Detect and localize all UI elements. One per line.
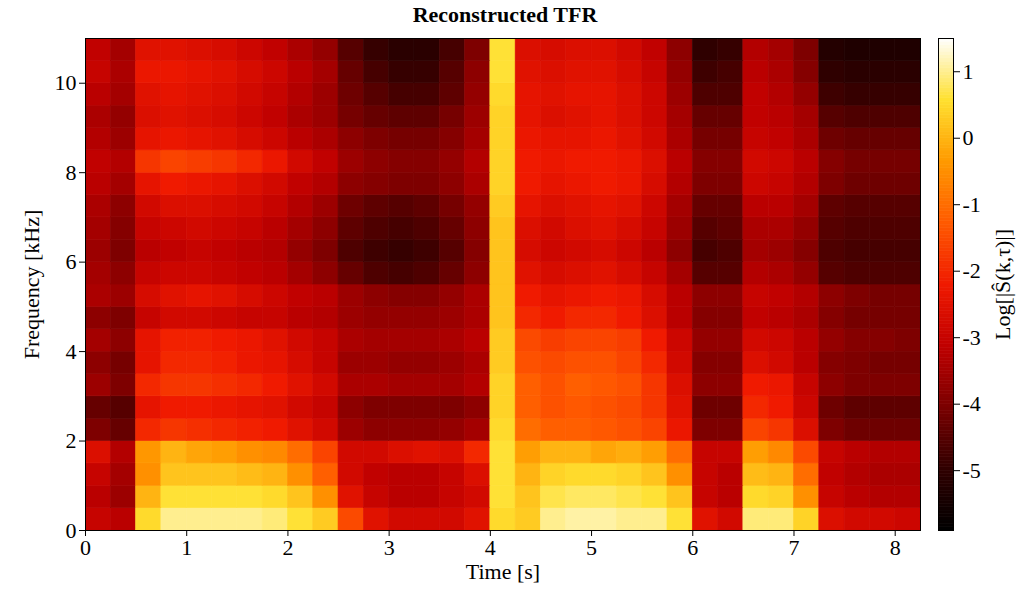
- svg-text:6: 6: [66, 249, 77, 274]
- svg-text:0: 0: [963, 125, 974, 150]
- svg-text:3: 3: [384, 535, 395, 560]
- svg-text:-4: -4: [963, 391, 981, 416]
- svg-text:Frequency [kHz]: Frequency [kHz]: [19, 210, 44, 360]
- svg-text:2: 2: [66, 428, 77, 453]
- svg-text:-5: -5: [963, 458, 981, 483]
- svg-text:0: 0: [66, 518, 77, 543]
- svg-text:1: 1: [963, 59, 974, 84]
- svg-text:0: 0: [80, 535, 91, 560]
- svg-text:Time [s]: Time [s]: [466, 559, 540, 584]
- html-text:Reconstructed TFR: Reconstructed TFR: [412, 2, 598, 27]
- svg-text:1: 1: [181, 535, 192, 560]
- svg-text:8: 8: [66, 160, 77, 185]
- svg-text:7: 7: [788, 535, 799, 560]
- svg-text:-3: -3: [963, 325, 981, 350]
- svg-text:10: 10: [55, 70, 77, 95]
- svg-text:2: 2: [282, 535, 293, 560]
- svg-text:5: 5: [586, 535, 597, 560]
- svg-text:Log[|Ŝ(k,τ)|]: Log[|Ŝ(k,τ)|]: [990, 229, 1015, 340]
- svg-text:-1: -1: [963, 192, 981, 217]
- svg-text:4: 4: [66, 339, 77, 364]
- svg-text:8: 8: [890, 535, 901, 560]
- svg-text:4: 4: [485, 535, 496, 560]
- svg-text:6: 6: [687, 535, 698, 560]
- svg-text:-2: -2: [963, 258, 981, 283]
